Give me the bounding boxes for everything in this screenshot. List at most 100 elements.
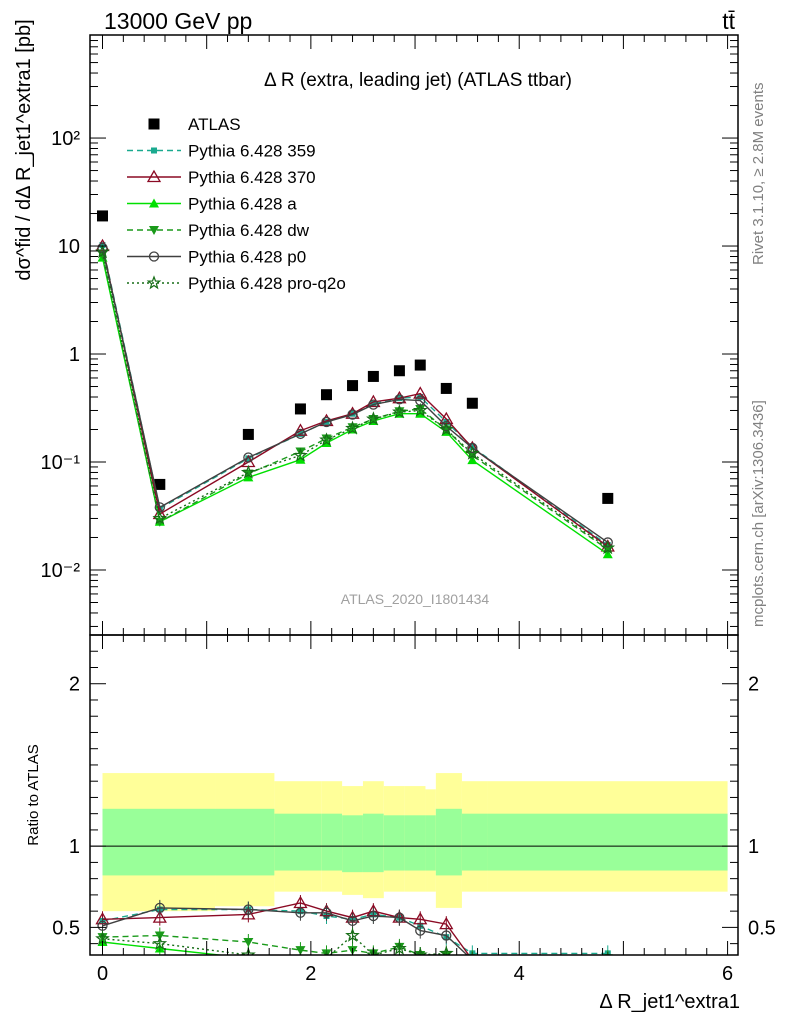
main-series-lines xyxy=(95,210,616,559)
inner-band-bin xyxy=(383,815,405,871)
data-point-pythia-6-428-dw xyxy=(415,404,426,414)
ratio-point-pythia-6-428-p0 xyxy=(368,910,379,922)
data-point-pythia-6-428-370 xyxy=(413,386,428,399)
ratio-line-pythia-6-428-p0 xyxy=(102,907,469,955)
ratio-point-pythia-6-428-pro-q2o xyxy=(240,947,256,955)
x-tick-label: 6 xyxy=(722,963,733,985)
inner-band-bin xyxy=(215,808,275,876)
data-point-pythia-6-428-p0 xyxy=(243,452,254,463)
y-tick-label: 10⁻² xyxy=(41,560,81,582)
data-point-pythia-6-428-370 xyxy=(392,390,407,404)
data-point-pythia-6-428-370 xyxy=(319,413,334,427)
data-point-atlas xyxy=(414,359,426,371)
legend-label: Pythia 6.428 a xyxy=(188,195,297,214)
ratio-line-pythia-6-428-dw xyxy=(102,934,453,955)
x-tick-label: 2 xyxy=(305,963,316,985)
series-line-pythia-6-428-pro-q2o xyxy=(101,251,609,549)
data-point-pythia-6-428-pro-q2o xyxy=(345,420,360,435)
y-tick-label: 10 xyxy=(58,236,80,258)
data-point-pythia-6-428-pro-q2o xyxy=(438,421,454,436)
data-point-atlas xyxy=(97,210,109,222)
ratio-point-pythia-6-428-p0 xyxy=(470,954,475,955)
x-axis-label: Δ R_jet1^extra1 xyxy=(599,991,740,1013)
data-point-pythia-6-428-pro-q2o xyxy=(392,404,407,419)
ratio-y-tick-label: 0.5 xyxy=(52,917,80,939)
legend-label: Pythia 6.428 p0 xyxy=(188,248,306,267)
data-point-atlas xyxy=(347,380,359,392)
inner-band-bin xyxy=(321,813,343,871)
ratio-point-pythia-6-428-a xyxy=(441,963,451,972)
data-point-pythia-6-428-p0 xyxy=(394,394,405,405)
x-tick-label: 0 xyxy=(97,963,108,985)
analysis-watermark: ATLAS_2020_I1801434 xyxy=(341,591,490,607)
legend-marker-pythia-6-428-370 xyxy=(146,169,162,183)
rivet-version-label: Rivet 3.1.10, ≥ 2.8M events xyxy=(750,83,767,266)
main-y-axis-label: dσ^fid / dΔ R_jet1^extra1 [pb] xyxy=(13,19,35,280)
ratio-point-pythia-6-428-p0 xyxy=(154,902,165,914)
ratio-point-pythia-6-428-p0 xyxy=(441,930,452,941)
data-point-pythia-6-428-p0 xyxy=(347,409,358,420)
data-point-pythia-6-428-pro-q2o xyxy=(600,540,616,555)
legend-marker-pythia-6-428-a xyxy=(149,198,159,208)
legend-marker-pythia-6-428-359 xyxy=(151,147,157,154)
data-point-pythia-6-428-p0 xyxy=(602,537,613,548)
ratio-y-tick-label: 2 xyxy=(69,674,80,696)
ratio-point-pythia-6-428-a xyxy=(295,958,305,967)
data-point-atlas xyxy=(602,492,614,504)
ratio-line-pythia-6-428-370 xyxy=(102,902,470,955)
ratio-point-pythia-6-428-a xyxy=(415,963,425,972)
legend-marker-atlas xyxy=(148,118,160,130)
data-point-pythia-6-428-pro-q2o xyxy=(152,510,168,525)
series-line-pythia-6-428-359 xyxy=(101,244,609,546)
ratio-y-tick-label-right: 1 xyxy=(748,836,759,858)
ratio-y-axis-label: Ratio to ATLAS xyxy=(25,744,42,845)
series-line-pythia-6-428-p0 xyxy=(101,247,609,543)
ratio-point-pythia-6-428-a xyxy=(467,963,477,972)
legend-marker-pythia-6-428-dw xyxy=(149,226,159,235)
inner-band-bin xyxy=(435,808,462,876)
ratio-point-pythia-6-428-p0 xyxy=(243,904,254,915)
ratio-series-lines xyxy=(95,895,613,972)
series-line-pythia-6-428-a xyxy=(101,257,609,555)
legend-marker-pythia-6-428-p0 xyxy=(148,251,160,262)
ratio-point-pythia-6-428-p0 xyxy=(394,912,405,923)
mcplots-source-label: mcplots.cern.ch [arXiv:1306.3436] xyxy=(750,400,767,627)
data-point-pythia-6-428-359 xyxy=(417,393,424,400)
inner-band-bin xyxy=(461,813,488,871)
legend-label: Pythia 6.428 pro-q2o xyxy=(188,274,346,293)
ratio-point-pythia-6-428-pro-q2o xyxy=(152,935,168,950)
data-point-pythia-6-428-p0 xyxy=(368,399,379,410)
ratio-point-pythia-6-428-a xyxy=(348,963,358,972)
data-point-pythia-6-428-dw xyxy=(295,447,306,457)
ratio-point-pythia-6-428-dw xyxy=(243,938,254,948)
ratio-point-pythia-6-428-pro-q2o xyxy=(345,927,360,942)
ratio-point-pythia-6-428-a xyxy=(321,963,331,972)
data-point-pythia-6-428-pro-q2o xyxy=(319,432,334,447)
ratio-point-pythia-6-428-pro-q2o xyxy=(392,940,407,955)
y-tick-label: 1 xyxy=(69,344,80,366)
ratio-point-pythia-6-428-p0 xyxy=(321,907,332,918)
ratio-point-pythia-6-428-a xyxy=(603,963,613,972)
legend-label: Pythia 6.428 359 xyxy=(188,142,316,161)
legend-label: ATLAS xyxy=(188,115,241,134)
data-point-atlas xyxy=(154,478,166,490)
data-point-pythia-6-428-dw xyxy=(243,469,254,479)
data-point-pythia-6-428-p0 xyxy=(467,442,478,454)
chart-title: Δ R (extra, leading jet) (ATLAS ttbar) xyxy=(264,70,572,91)
data-point-atlas xyxy=(367,370,379,382)
ratio-point-pythia-6-428-p0 xyxy=(606,954,610,955)
ratio-y-tick-label-right: 2 xyxy=(748,674,759,696)
legend-marker-pythia-6-428-pro-q2o xyxy=(146,275,162,290)
data-point-pythia-6-428-p0 xyxy=(295,428,306,440)
ratio-point-pythia-6-428-a xyxy=(394,963,404,972)
data-point-pythia-6-428-pro-q2o xyxy=(366,411,381,426)
data-point-pythia-6-428-pro-q2o xyxy=(95,244,110,259)
ratio-line-pythia-6-428-pro-q2o xyxy=(102,934,456,955)
ratio-y-tick-label: 1 xyxy=(69,836,80,858)
ratio-point-pythia-6-428-pro-q2o xyxy=(438,945,454,955)
ratio-uncertainty-bands xyxy=(90,773,738,912)
data-point-pythia-6-428-p0 xyxy=(321,416,332,428)
data-point-pythia-6-428-359 xyxy=(245,455,252,462)
inner-band-bin xyxy=(362,813,384,873)
data-point-pythia-6-428-p0 xyxy=(441,420,452,432)
